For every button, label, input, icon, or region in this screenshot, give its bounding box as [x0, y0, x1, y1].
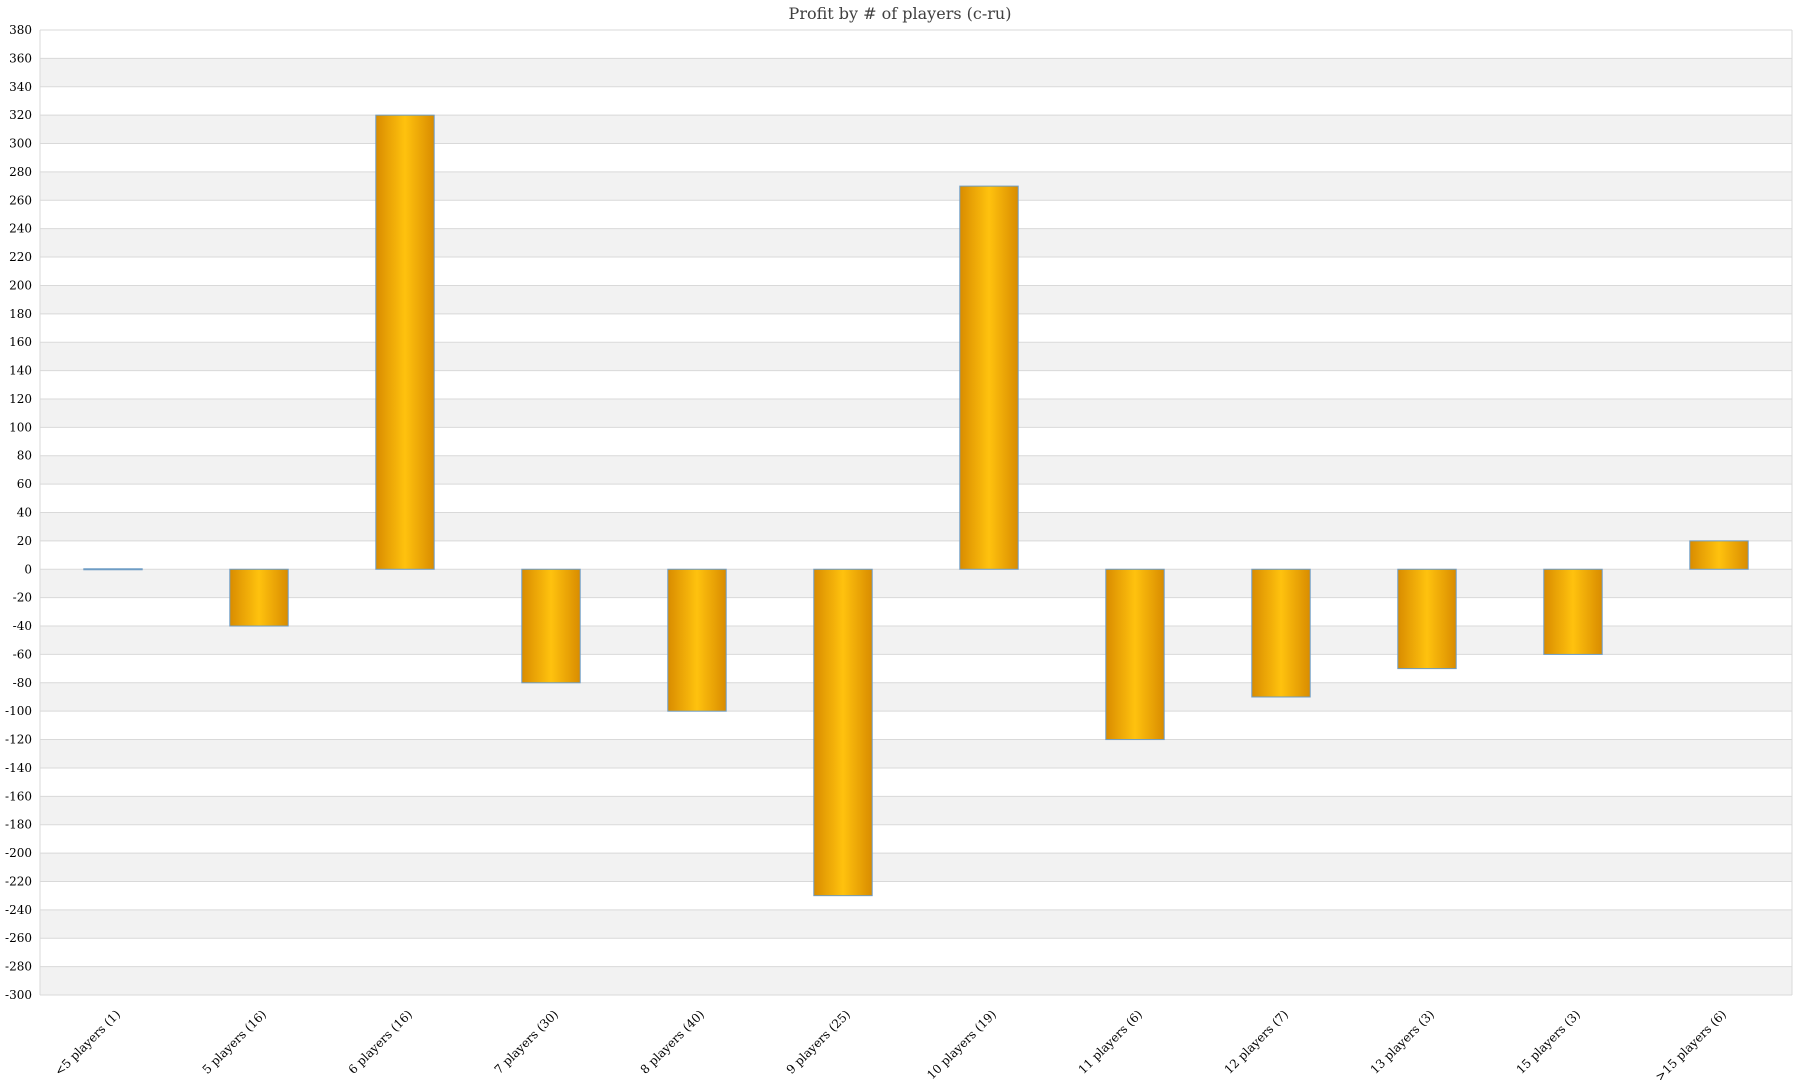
y-tick-label: 340 [9, 80, 32, 94]
y-tick-label: -260 [5, 931, 32, 945]
y-tick-label: -180 [5, 818, 32, 832]
y-tick-label: 80 [17, 449, 32, 463]
y-axis-ticks: -300-280-260-240-220-200-180-160-140-120… [5, 23, 32, 1002]
grid-band [40, 909, 1792, 939]
y-tick-label: 280 [9, 165, 32, 179]
bar [1105, 568, 1165, 741]
grid-band [40, 569, 1792, 598]
grid-band [40, 966, 1792, 995]
y-tick-label: 260 [9, 193, 32, 207]
y-tick-label: -120 [5, 733, 32, 747]
x-tick-label: 8 players (40) [638, 1007, 708, 1077]
y-tick-label: 0 [24, 562, 32, 576]
y-tick-label: 120 [9, 392, 32, 406]
y-tick-label: 360 [9, 51, 32, 65]
grid-band [40, 796, 1792, 825]
grid-band [40, 115, 1792, 144]
bars [83, 114, 1749, 897]
y-tick-label: 100 [9, 420, 32, 434]
x-tick-label: 6 players (16) [346, 1007, 416, 1077]
y-tick-label: 220 [9, 250, 32, 264]
grid-band [40, 342, 1792, 371]
grid-band [40, 682, 1792, 712]
y-tick-label: 140 [9, 364, 32, 378]
x-tick-label: 5 players (16) [200, 1007, 270, 1077]
grid-band [40, 228, 1792, 258]
grid-band [40, 58, 1792, 87]
y-tick-label: 60 [17, 477, 32, 491]
x-tick-label: >15 players (6) [1652, 1007, 1729, 1080]
bar [1543, 568, 1603, 655]
y-tick-label: 240 [9, 222, 32, 236]
bar [375, 114, 435, 570]
grid-band [40, 398, 1792, 428]
y-tick-label: -220 [5, 874, 32, 888]
bar [1251, 568, 1311, 698]
y-tick-label: -20 [13, 591, 32, 605]
y-tick-label: -80 [13, 676, 32, 690]
y-tick-label: -100 [5, 704, 32, 718]
bar [813, 568, 873, 897]
y-tick-label: 180 [9, 307, 32, 321]
y-tick-label: 200 [9, 278, 32, 292]
grid-band [40, 739, 1792, 768]
bar [667, 568, 727, 712]
gridlines [39, 29, 1793, 996]
x-tick-label: 9 players (25) [784, 1007, 854, 1077]
y-tick-label: 40 [17, 506, 32, 520]
bar [521, 568, 581, 684]
y-tick-label: 300 [9, 137, 32, 151]
x-tick-label: 11 players (6) [1076, 1007, 1146, 1077]
y-tick-label: -40 [13, 619, 32, 633]
x-axis-ticks: <5 players (1) 5 players (16) 6 players (1… [52, 1007, 1729, 1080]
bar [1397, 568, 1457, 670]
bar [83, 568, 143, 571]
x-tick-label: 15 players (3) [1514, 1007, 1584, 1077]
x-tick-label: 13 players (3) [1368, 1007, 1438, 1077]
y-tick-label: -300 [5, 988, 32, 1002]
chart-title: Profit by # of players (c-ru) [788, 4, 1012, 23]
bar [959, 185, 1019, 570]
grid-band [40, 285, 1792, 314]
y-tick-label: -60 [13, 647, 32, 661]
y-tick-label: -280 [5, 960, 32, 974]
y-tick-label: 380 [9, 23, 32, 37]
y-tick-label: 20 [17, 534, 32, 548]
y-tick-label: -140 [5, 761, 32, 775]
grid-band [40, 512, 1792, 541]
y-tick-label: -200 [5, 846, 32, 860]
x-tick-label: <5 players (1) [52, 1007, 123, 1078]
grid-band [40, 853, 1792, 882]
y-tick-label: -240 [5, 903, 32, 917]
y-tick-label: 320 [9, 108, 32, 122]
grid-bands [40, 58, 1792, 995]
y-tick-label: -160 [5, 789, 32, 803]
y-tick-label: 160 [9, 335, 32, 349]
x-tick-label: 7 players (30) [492, 1007, 562, 1077]
bar [1689, 540, 1749, 570]
grid-band [40, 626, 1792, 655]
x-tick-label: 12 players (7) [1222, 1007, 1292, 1077]
bar [229, 568, 289, 627]
grid-band [40, 171, 1792, 201]
x-tick-label: 10 players (19) [924, 1007, 999, 1080]
grid-band [40, 455, 1792, 485]
